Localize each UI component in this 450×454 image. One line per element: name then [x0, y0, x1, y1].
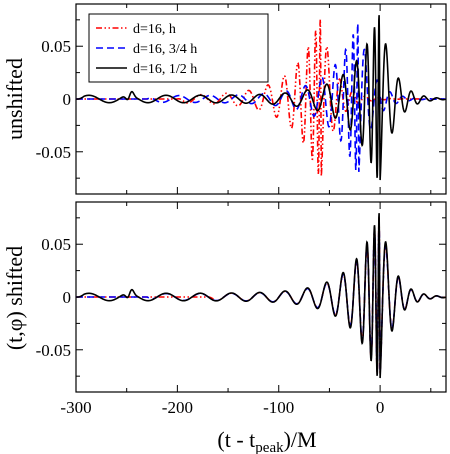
- x-axis-title-main: (t - t: [217, 427, 255, 452]
- series-line-0: [76, 19, 446, 177]
- y-tick-label: 0.05: [41, 235, 71, 254]
- x-tick-label: -100: [263, 398, 294, 417]
- top-y-axis-title: unshifted: [2, 58, 27, 140]
- y-tick-label: 0: [63, 90, 72, 109]
- top-panel: 0.05 0 -0.05 unshifted d=16, h d=16, 3/4 h…: [2, 3, 447, 195]
- top-series: [76, 15, 446, 181]
- y-tick-label: 0: [63, 288, 72, 307]
- bottom-panel: 0.05 0 -0.05 -300 -200 -100 0 (t,φ) shifted (t…: [2, 201, 447, 454]
- series-line-0: [76, 217, 446, 375]
- x-tick-label: 0: [376, 398, 385, 417]
- legend-label-d16-3-4h: d=16, 3/4 h: [133, 42, 197, 57]
- x-axis-title: (t - tpeak)/M: [217, 427, 316, 454]
- y-tick-label: -0.05: [36, 341, 71, 360]
- x-axis-title-subscript: peak: [255, 440, 284, 454]
- series-line-2: [76, 15, 446, 181]
- bottom-y-axis-title: (t,φ) shifted: [2, 246, 27, 350]
- x-axis-title-end: )/M: [284, 427, 317, 452]
- x-tick-label: -300: [60, 398, 91, 417]
- legend: d=16, h d=16, 3/4 h d=16, 1/2 h: [88, 13, 269, 83]
- bottom-series: [76, 213, 446, 379]
- series-line-1: [76, 219, 446, 373]
- y-tick-label: 0.05: [41, 37, 71, 56]
- bottom-ticks: 0.05 0 -0.05 -300 -200 -100 0: [36, 202, 446, 417]
- series-line-2: [76, 213, 446, 379]
- x-tick-label: -200: [162, 398, 193, 417]
- y-tick-label: -0.05: [36, 143, 71, 162]
- legend-label-d16-1-2h: d=16, 1/2 h: [133, 62, 197, 77]
- legend-label-d16-h: d=16, h: [133, 22, 176, 37]
